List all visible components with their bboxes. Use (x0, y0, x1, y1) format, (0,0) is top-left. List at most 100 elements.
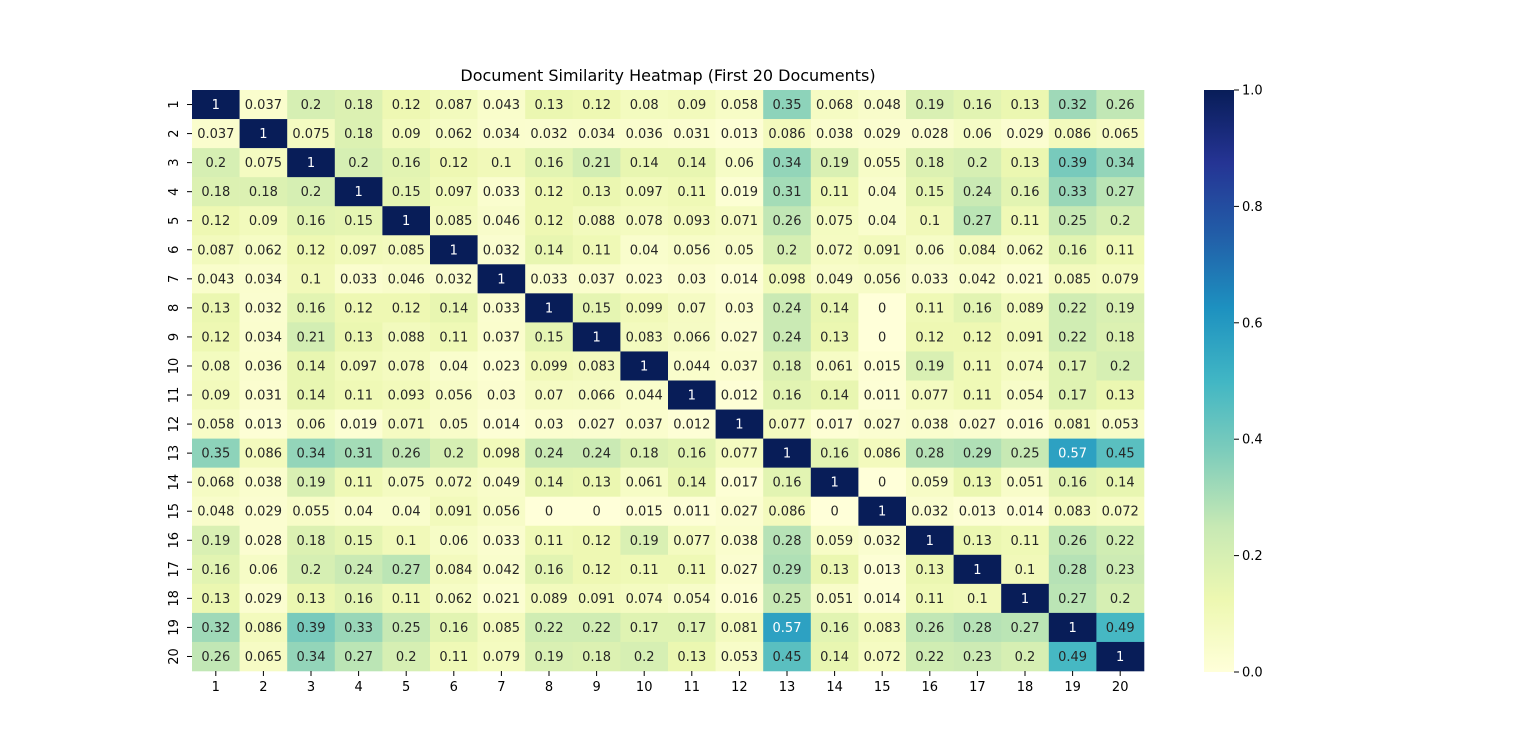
cell-value-label: 1 (973, 563, 981, 578)
cell-value-label: 0.19 (201, 534, 230, 549)
cell-value-label: 0.13 (820, 330, 849, 345)
cell-value-label: 0.34 (297, 447, 326, 462)
heatmap-cell (382, 380, 431, 410)
chart-title: Document Similarity Heatmap (First 20 Do… (460, 66, 875, 85)
heatmap-cell (906, 177, 954, 207)
heatmap-cell (572, 554, 621, 585)
cell-value-label: 0.034 (483, 127, 520, 142)
cell-value-label: 0.044 (626, 389, 663, 404)
heatmap-cell (287, 554, 336, 585)
heatmap-cell (192, 612, 240, 643)
cell-value-label: 0.011 (864, 389, 901, 404)
heatmap-cell (1096, 235, 1145, 265)
cell-value-label: 0.04 (344, 505, 373, 520)
cell-value-label: 0.048 (197, 505, 234, 520)
heatmap-cell (334, 496, 383, 527)
heatmap-cell (906, 438, 954, 468)
cell-value-label: 0.12 (535, 185, 564, 200)
cell-value-label: 0.084 (435, 563, 472, 578)
heatmap-cell (477, 380, 526, 410)
x-tick-label: 11 (684, 680, 701, 695)
cell-value-label: 0.13 (201, 592, 230, 607)
heatmap-cell (1001, 380, 1050, 410)
cell-value-label: 0.2 (777, 243, 798, 258)
heatmap-cell (1096, 583, 1145, 614)
cell-value-label: 0.11 (677, 563, 706, 578)
cell-value-label: 0.027 (959, 418, 996, 433)
cell-value-label: 0.14 (535, 476, 564, 491)
heatmap-cell (239, 554, 288, 585)
cell-value-label: 0.16 (344, 592, 373, 607)
cell-value-label: 0.13 (1011, 98, 1040, 113)
cell-value-label: 0.24 (963, 185, 992, 200)
heatmap-cell (953, 641, 1002, 672)
heatmap-cell (668, 90, 716, 120)
cell-value-label: 0.2 (1110, 214, 1131, 229)
heatmap-cell (668, 641, 716, 672)
cell-value-label: 0.07 (535, 389, 564, 404)
cell-value-label: 0.13 (1011, 156, 1040, 171)
cell-value-label: 0.099 (626, 301, 663, 316)
cell-value-label: 0.1 (396, 534, 417, 549)
heatmap-cell (620, 322, 669, 352)
cell-value-label: 0.12 (915, 330, 944, 345)
heatmap-cell (715, 119, 764, 149)
cell-value-label: 0.39 (297, 621, 326, 636)
heatmap-cell (1048, 148, 1097, 178)
heatmap-cell (715, 554, 764, 585)
cell-value-label: 0.036 (245, 359, 282, 374)
cell-value-label: 0.012 (721, 389, 758, 404)
heatmap-cell (1001, 409, 1050, 439)
heatmap-cell (1001, 641, 1050, 672)
cell-value-label: 0.12 (201, 330, 230, 345)
cell-value-label: 0.014 (1006, 505, 1043, 520)
heatmap-cell (1096, 119, 1145, 149)
cell-value-label: 0.071 (721, 214, 758, 229)
cell-value-label: 0.16 (201, 563, 230, 578)
cell-value-label: 0.051 (1006, 476, 1043, 491)
heatmap-cell (1096, 612, 1145, 643)
heatmap-cell (572, 409, 621, 439)
heatmap-cell (1096, 438, 1145, 468)
cell-value-label: 0.14 (535, 243, 564, 258)
heatmap-cell (620, 177, 669, 207)
cell-value-label: 0.04 (439, 359, 468, 374)
cell-value-label: 0.083 (864, 621, 901, 636)
heatmap-cell (1048, 206, 1097, 236)
cell-value-label: 0.27 (392, 563, 421, 578)
cell-value-label: 0.33 (1058, 185, 1087, 200)
cell-value-label: 0.098 (768, 272, 805, 287)
cell-value-label: 0.13 (344, 330, 373, 345)
x-tick-label: 18 (1017, 680, 1034, 695)
heatmap-cell (715, 322, 764, 352)
heatmap-cell (810, 322, 859, 352)
heatmap-cell (810, 148, 859, 178)
heatmap-cell (382, 409, 431, 439)
cell-value-label: 0.074 (1006, 359, 1043, 374)
heatmap-cell (953, 148, 1002, 178)
heatmap-cell (430, 409, 478, 439)
heatmap-cell (1001, 148, 1050, 178)
heatmap-cell (572, 351, 621, 381)
heatmap-cell (906, 119, 954, 149)
heatmap-cell (715, 438, 764, 468)
heatmap-cell (1048, 264, 1097, 294)
heatmap-cell (763, 148, 812, 178)
heatmap-cell (668, 612, 716, 643)
cell-value-label: 0.043 (483, 98, 520, 113)
heatmap-cell (430, 583, 478, 614)
cell-value-label: 0.029 (1006, 127, 1043, 142)
cell-value-label: 0.056 (483, 505, 520, 520)
cell-value-label: 0.032 (911, 505, 948, 520)
heatmap-cell (715, 496, 764, 527)
cell-value-label: 0.072 (435, 476, 472, 491)
cell-value-label: 0.11 (439, 650, 468, 665)
heatmap-cell (620, 409, 669, 439)
y-tick-label: 12 (167, 416, 182, 433)
cell-value-label: 0.13 (297, 592, 326, 607)
cell-value-label: 0.053 (721, 650, 758, 665)
heatmap-cell (1048, 525, 1097, 556)
heatmap-cell (1048, 351, 1097, 381)
cell-value-label: 0.1 (491, 156, 512, 171)
y-tick-label: 1 (167, 100, 182, 108)
